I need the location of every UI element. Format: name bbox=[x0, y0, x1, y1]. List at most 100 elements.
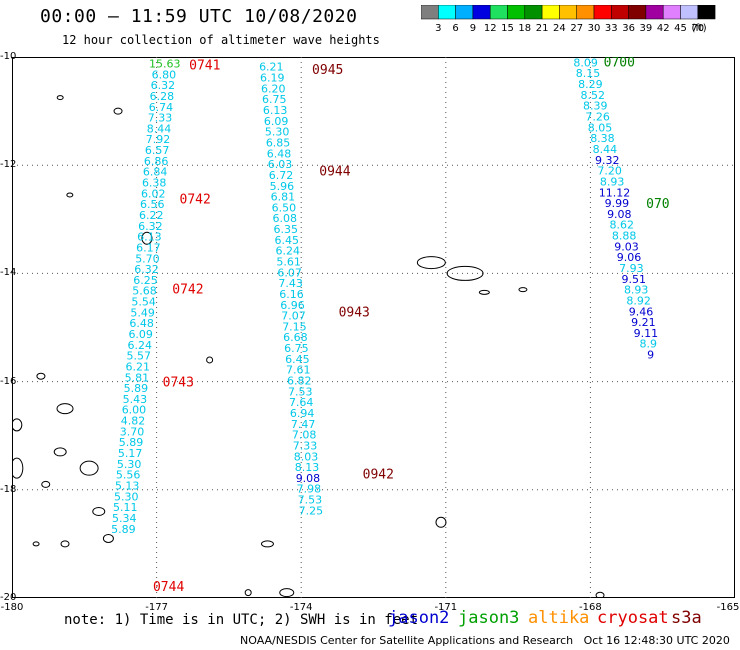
island-outline bbox=[12, 418, 23, 432]
wave-height-value: 8.62 bbox=[609, 219, 634, 232]
pass-time-label: 0944 bbox=[319, 165, 350, 180]
colorbar-swatch bbox=[593, 5, 612, 20]
wave-height-value: 6.68 bbox=[283, 331, 308, 344]
island-outline bbox=[113, 107, 123, 115]
wave-height-value: 8.92 bbox=[626, 294, 651, 307]
island-outline bbox=[12, 457, 24, 479]
wave-height-value: 8.39 bbox=[583, 100, 608, 113]
island-outline bbox=[206, 356, 214, 364]
wave-height-value: 6.24 bbox=[127, 339, 152, 352]
wave-height-value: 6.81 bbox=[271, 191, 296, 204]
map-panel[interactable]: 15.63 6.80 6.32 6.28 6.74 7.33 8.44 7.92 6.57 6.8… bbox=[12, 57, 735, 598]
colorbar-tick-label: 6 bbox=[452, 23, 458, 34]
pass-time-label: 0743 bbox=[163, 376, 194, 391]
wave-height-value: 7.53 bbox=[288, 385, 313, 398]
wave-height-value: 6.07 bbox=[277, 266, 302, 279]
wave-height-value: 8.38 bbox=[590, 132, 615, 145]
wave-height-value: 8.03 bbox=[294, 450, 319, 463]
wave-height-value: 6.16 bbox=[279, 288, 304, 301]
colorbar-tick-label: 21 bbox=[536, 23, 549, 34]
wave-height-value: 6.24 bbox=[275, 245, 300, 258]
wave-height-value: 9.32 bbox=[595, 154, 620, 167]
wave-height-value: 9.08 bbox=[607, 208, 632, 221]
wave-height-value: 6.03 bbox=[268, 158, 293, 171]
wave-height-value: 8.93 bbox=[600, 175, 625, 188]
wave-height-value: 6.85 bbox=[266, 136, 291, 149]
colorbar-swatch bbox=[645, 5, 664, 20]
wave-height-value: 5.70 bbox=[135, 252, 160, 265]
wave-height-value: 6.19 bbox=[260, 72, 285, 85]
wave-height-value: 6.22 bbox=[139, 209, 164, 222]
wave-height-value: 6.35 bbox=[274, 223, 299, 236]
island-outline bbox=[41, 480, 51, 488]
wave-height-value: 9.11 bbox=[634, 327, 659, 340]
wave-height-value: 6.21 bbox=[259, 61, 284, 74]
wave-height-value: 5.96 bbox=[270, 180, 295, 193]
wave-height-value: 7.26 bbox=[585, 111, 610, 124]
wave-height-value: 6.32 bbox=[134, 263, 159, 276]
satellite-legend-s3a: s3a bbox=[671, 608, 702, 628]
satellite-legend-jason3: jason3 bbox=[458, 608, 520, 628]
colorbar-swatch bbox=[576, 5, 595, 20]
wave-height-value: 6.45 bbox=[285, 353, 310, 366]
pass-time-label: 0742 bbox=[180, 193, 211, 208]
wave-height-value: 7.20 bbox=[597, 165, 622, 178]
latitude-tick-label: -10 bbox=[0, 51, 17, 62]
colorbar-swatch bbox=[611, 5, 629, 20]
colorbar-swatch bbox=[524, 5, 543, 20]
wave-height-value: 9.51 bbox=[622, 273, 647, 286]
wave-height-value: 6.74 bbox=[149, 101, 174, 114]
latitude-tick-label: -18 bbox=[0, 483, 17, 495]
wave-height-value: 9.08 bbox=[296, 472, 321, 485]
wave-height-value: 4.82 bbox=[121, 415, 146, 428]
wave-height-value: 6.84 bbox=[143, 166, 168, 179]
island-outline bbox=[260, 540, 274, 548]
colorbar-tick-label: 39 bbox=[640, 23, 653, 34]
wave-height-value: 7.08 bbox=[292, 429, 317, 442]
wave-height-value: 7.53 bbox=[298, 494, 323, 507]
latitude-tick-label: -14 bbox=[0, 267, 17, 279]
map-border bbox=[12, 57, 735, 598]
wave-height-value: 7.61 bbox=[286, 364, 311, 377]
colorbar-tick-label: 9 bbox=[470, 23, 476, 34]
wave-height-value: 9.99 bbox=[605, 197, 630, 210]
wave-height-value: 8.9 bbox=[639, 338, 657, 351]
colorbar-tick-label: 3 bbox=[435, 23, 441, 34]
wave-height-value: 15.63 bbox=[149, 57, 181, 70]
island-outline bbox=[36, 372, 46, 380]
wave-height-value: 6.75 bbox=[262, 93, 287, 106]
pass-time-label: 0700 bbox=[604, 57, 635, 70]
colorbar-swatch bbox=[489, 5, 508, 20]
wave-height-value: 7.33 bbox=[293, 439, 318, 452]
wave-height-value: 7.93 bbox=[619, 262, 644, 275]
wave-height-value: 6.21 bbox=[126, 360, 151, 373]
island-outline bbox=[478, 289, 490, 295]
island-outline bbox=[79, 460, 99, 476]
colorbar-swatch bbox=[455, 5, 474, 20]
colorbar-tick-label: 27 bbox=[570, 23, 583, 34]
wave-height-value: 7.98 bbox=[297, 483, 322, 496]
longitude-tick-label: -180 bbox=[0, 602, 24, 613]
colorbar-tick-label: 12 bbox=[484, 23, 497, 34]
wave-height-value: 6.09 bbox=[264, 115, 289, 128]
wave-height-value: 5.57 bbox=[127, 350, 152, 363]
wave-height-value: 5.11 bbox=[113, 501, 138, 514]
wave-height-value: 6.82 bbox=[287, 375, 312, 388]
colorbar-tick-label: 15 bbox=[501, 23, 514, 34]
island-outline bbox=[92, 506, 106, 516]
wave-height-value: 5.30 bbox=[265, 126, 290, 139]
pass-time-label: 0744 bbox=[153, 580, 184, 595]
island-outline bbox=[141, 231, 153, 245]
colorbar-swatch bbox=[507, 5, 526, 20]
wave-height-value: 7.47 bbox=[291, 418, 316, 431]
wave-height-value: 6.75 bbox=[284, 342, 309, 355]
credit-footer: NOAA/NESDIS Center for Satellite Applica… bbox=[240, 634, 730, 647]
wave-height-value: 6.17 bbox=[136, 241, 161, 254]
wave-height-value: 6.94 bbox=[290, 407, 315, 420]
island-outline bbox=[102, 533, 114, 543]
colorbar-unit-label: (ft) bbox=[692, 23, 707, 34]
wave-height-value: 9.06 bbox=[617, 251, 642, 264]
island-outline bbox=[446, 265, 484, 281]
island-outline bbox=[416, 256, 446, 270]
wave-height-map: 15.636.806.326.286.747.338.447.926.576.8… bbox=[12, 57, 735, 598]
